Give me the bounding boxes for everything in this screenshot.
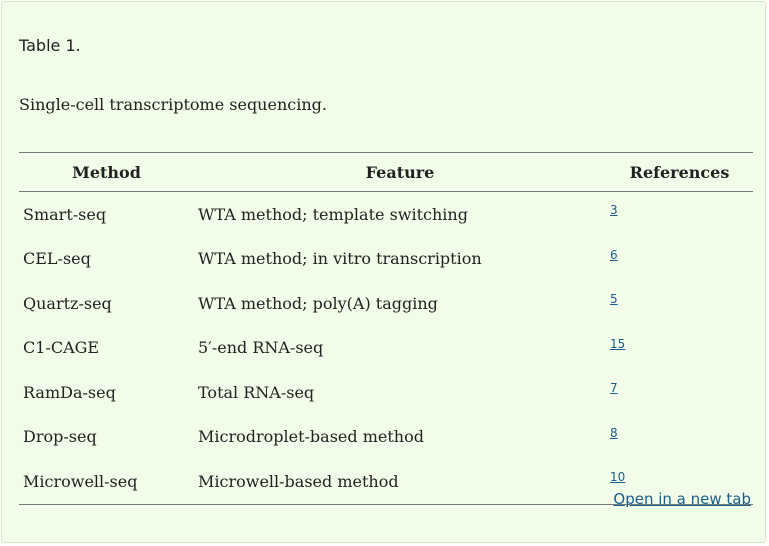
header-references: References [606,152,753,192]
reference-link[interactable]: 3 [610,203,618,217]
cell-method: Microwell-seq [19,459,194,505]
cell-feature: Total RNA-seq [198,382,315,402]
cell-method: C1-CAGE [23,338,100,358]
table-header-row: Method Feature References [19,152,753,192]
table-title: Single-cell transcriptome sequencing. [19,95,327,114]
cell-method: Drop-seq [23,427,97,447]
table-row: Smart-seq WTA method; template switching… [19,192,753,237]
table-row: RamDa-seq Total RNA-seq 7 [19,370,753,415]
table-row: C1-CAGE 5′-end RNA-seq 15 [19,326,753,371]
cell-feature: Microwell-based method [194,459,606,505]
cell-ref: 3 [606,192,753,237]
cell-ref: 15 [606,326,753,371]
table-row: Drop-seq Microdroplet-based method 8 [19,415,753,460]
cell-ref: 8 [606,415,753,460]
reference-link[interactable]: 15 [610,336,626,351]
table-row: Quartz-seq WTA method; poly(A) tagging 5 [19,281,753,326]
table-row: Microwell-seq Microwell-based method 10 [19,459,753,505]
reference-link[interactable]: 8 [610,425,618,440]
reference-link[interactable]: 10 [610,470,626,484]
reference-link[interactable]: 5 [610,292,618,306]
cell-feature: WTA method; template switching [198,204,468,224]
cell-method: RamDa-seq [23,382,116,402]
data-table: Method Feature References Smart-seq WTA … [19,152,753,505]
cell-method: Quartz-seq [23,293,112,313]
reference-link[interactable]: 7 [610,381,618,395]
cell-ref: 7 [606,370,753,415]
cell-ref: 6 [606,237,753,282]
table-row: CEL-seq WTA method; in vitro transcripti… [19,237,753,282]
cell-feature: WTA method; in vitro transcription [198,249,482,269]
header-method: Method [19,152,194,192]
cell-feature: 5′-end RNA-seq [198,338,324,358]
header-feature: Feature [194,152,606,192]
reference-link[interactable]: 6 [610,247,618,262]
cell-feature: WTA method; poly(A) tagging [198,293,438,313]
table-label: Table 1. [19,36,81,55]
cell-method: CEL-seq [23,249,91,269]
open-in-new-tab-link[interactable]: Open in a new tab [613,490,751,508]
cell-ref: 5 [606,281,753,326]
cell-method: Smart-seq [23,204,107,224]
cell-ref: 10 [606,459,753,505]
cell-feature: Microdroplet-based method [198,427,424,447]
